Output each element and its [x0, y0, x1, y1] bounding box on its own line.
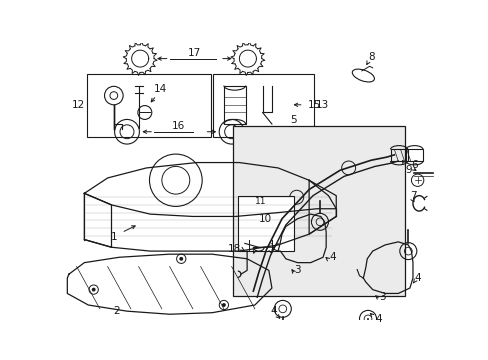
- Text: 15: 15: [307, 100, 320, 110]
- Text: 4: 4: [374, 314, 381, 324]
- Text: 2: 2: [113, 306, 120, 316]
- Text: 16: 16: [172, 121, 185, 131]
- Bar: [390, 149, 407, 161]
- Circle shape: [179, 257, 183, 261]
- Text: 3: 3: [294, 265, 300, 275]
- Text: 4: 4: [328, 252, 335, 262]
- Text: 7: 7: [409, 191, 416, 201]
- Bar: [224, 86, 245, 124]
- Text: 3: 3: [379, 292, 385, 302]
- Text: 13: 13: [315, 100, 328, 110]
- Bar: [405, 149, 422, 161]
- Text: 1: 1: [110, 232, 117, 242]
- Text: 11: 11: [254, 197, 266, 206]
- Bar: [86, 74, 210, 137]
- Text: 6: 6: [410, 160, 417, 170]
- Text: 9: 9: [404, 165, 411, 175]
- Text: 10: 10: [258, 214, 271, 224]
- Bar: [233, 126, 405, 296]
- Text: 12: 12: [71, 100, 84, 110]
- Circle shape: [92, 288, 96, 292]
- Bar: [237, 195, 293, 251]
- Bar: [213, 74, 313, 137]
- Text: 4: 4: [413, 273, 420, 283]
- Circle shape: [222, 303, 225, 307]
- Text: 4: 4: [269, 306, 276, 316]
- Text: 14: 14: [153, 84, 166, 94]
- Text: 18: 18: [227, 244, 241, 254]
- Text: 17: 17: [187, 48, 201, 58]
- Text: 8: 8: [367, 52, 374, 62]
- Text: 5: 5: [290, 115, 296, 125]
